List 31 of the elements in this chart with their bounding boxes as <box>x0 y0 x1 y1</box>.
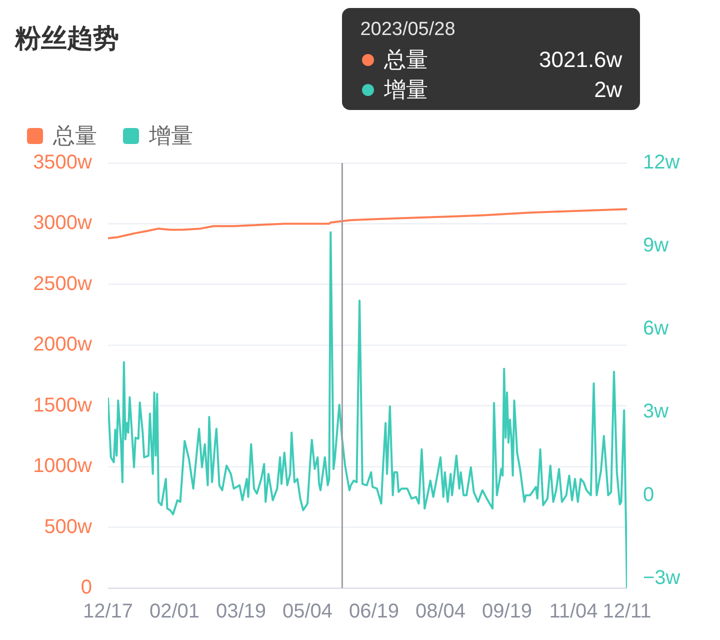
y2-tick-label: 0 <box>643 484 654 506</box>
y-tick-label: 1500w <box>33 394 93 416</box>
x-tick-label: 12/11 <box>602 600 652 623</box>
y2-tick-label: 6w <box>643 318 670 340</box>
y-tick-label: 3500w <box>33 152 93 174</box>
y2-tick-label: 12w <box>643 152 680 174</box>
text: 2023/05/28 <box>360 19 456 41</box>
y-tick-label: 500w <box>44 516 93 538</box>
y-tick-label: 1000w <box>33 455 93 478</box>
x-tick-label: 12/17 <box>82 600 134 623</box>
legend-label: 增量 <box>149 123 193 148</box>
y-tick-label: 3000w <box>33 212 93 234</box>
y2-tick-label: −3w <box>643 566 681 589</box>
y2-tick-label: 3w <box>643 400 670 423</box>
text: 2w <box>594 77 622 102</box>
chart-title: 粉丝趋势 <box>14 23 119 54</box>
x-tick-label: 09/19 <box>482 600 532 623</box>
x-tick-label: 02/01 <box>149 600 200 623</box>
x-tick-label: 08/04 <box>415 600 466 623</box>
y2-tick-label: 9w <box>643 234 670 257</box>
x-tick-label: 11/04 <box>549 600 598 623</box>
x-tick-label: 06/19 <box>348 600 400 623</box>
y-tick-label: 2000w <box>33 334 93 356</box>
text: 总量 <box>384 47 428 72</box>
x-tick-label: 03/19 <box>216 600 266 623</box>
y-tick-label: 2500w <box>33 272 93 295</box>
x-tick-label: 05/04 <box>282 600 333 623</box>
text: 增量 <box>384 77 428 102</box>
text: 3021.6w <box>539 47 622 72</box>
legend-label: 总量 <box>53 123 97 148</box>
y-tick-label: 0 <box>80 576 92 599</box>
